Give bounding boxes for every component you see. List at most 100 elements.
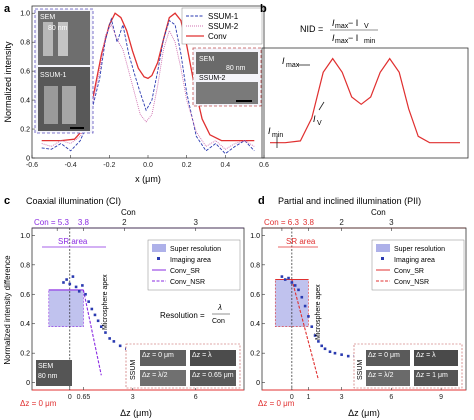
ssum1-stripe	[62, 86, 76, 124]
panel-a-xticks: -0.6 -0.4 -0.2 0.0 0.2 0.4 0.6	[26, 155, 269, 169]
strip-d-image-2	[414, 350, 458, 366]
panel-c-yticks: 0 0.2 0.4 0.6 0.8 1.0	[20, 233, 35, 387]
legend-conv: Conv	[208, 32, 227, 41]
nid-num-mid: − I	[348, 18, 358, 28]
legend-conv-sr: Conv_SR	[170, 268, 200, 275]
iv-arrow	[318, 101, 325, 111]
c-sr-region	[48, 289, 84, 327]
c-conv-nsr	[82, 289, 102, 376]
d-data-point	[320, 344, 324, 348]
panel-c: Con = 5.3 3.8 2 3 Δz = 0 μm 0 0.65 3 6 0 0.2 0.…	[3, 218, 245, 418]
panel-a-ytick-label: 0.6	[20, 69, 30, 76]
strip-d-label-4: Δz = 1 μm	[416, 372, 448, 379]
panel-a-xtick-label: 0.6	[259, 162, 269, 169]
panel-d-yticks: 0 0.2 0.4 0.6 0.8 1.0	[250, 233, 265, 387]
iv-sub: V	[317, 120, 322, 127]
c-top-tick-label: 2	[122, 218, 127, 227]
panel-d-top-prefix: Con = 6.3	[264, 218, 299, 227]
c-xtick-label: 3	[131, 394, 135, 401]
d-data-point	[346, 354, 350, 358]
c-data-point	[77, 290, 81, 293]
c-ytick-label: 0.6	[20, 292, 30, 299]
d-ytick-label: 0.2	[250, 351, 260, 358]
legend-super-resolution: Super resolution	[170, 246, 221, 253]
sem-stripe	[58, 22, 68, 56]
strip-label-3: Δz = λ/2	[142, 372, 168, 379]
panel-b-frame	[261, 47, 469, 159]
scale-bar-2	[236, 100, 252, 102]
imax-sub: max	[286, 62, 300, 69]
ssum1-label: SSUM-1	[40, 72, 67, 79]
legend-d-imaging-area-swatch	[381, 257, 384, 260]
d-xtick-label: 1	[306, 394, 310, 401]
panel-c-sr-area: SR area	[58, 237, 88, 246]
d-xtick-label: 6	[389, 394, 393, 401]
d-data-point	[307, 315, 310, 318]
resolution-num: λ	[217, 303, 222, 312]
panel-d-label: d	[258, 195, 265, 207]
panel-a-xtick-label: 0.2	[182, 162, 192, 169]
nid-den-i1: I	[332, 33, 335, 43]
panel-d-top-axis-label: Con	[371, 208, 386, 217]
c-xtick-label: 0	[68, 394, 72, 401]
legend-d-conv-nsr: Conv_NSR	[394, 279, 429, 286]
panel-a-ytick-label: 0	[26, 156, 30, 163]
c-ytick-label: 0	[26, 380, 30, 387]
panel-a-label: a	[4, 3, 11, 15]
nid-den-mid: − I	[348, 33, 358, 43]
sem-inset-left: SEM 80 nm SSUM-1	[34, 8, 94, 134]
d-data-point	[317, 340, 320, 343]
strip-d-image-4	[414, 370, 458, 386]
sem-inset-right: SEM 80 nm SSUM-2	[192, 47, 262, 107]
panel-c-top-ticks: 3.8 2 3	[56, 218, 198, 231]
panel-c-label: c	[4, 195, 10, 207]
legend-d-super-resolution-swatch	[376, 244, 390, 252]
c-ytick-label: 0.8	[20, 262, 30, 269]
d-conv-nsr	[291, 279, 319, 380]
d-data-point	[328, 350, 332, 354]
c-data-point	[118, 344, 122, 348]
panel-d-apex-label: Microsphere apex	[315, 284, 322, 340]
c-ytick-label: 0.4	[20, 321, 30, 328]
d-data-point	[333, 351, 337, 355]
panel-a-xlabel: x (μm)	[135, 174, 161, 184]
strip-image-3	[140, 370, 186, 386]
c-data-point	[74, 285, 78, 289]
panel-c-top-prefix: Con = 5.3	[34, 218, 69, 227]
panel-d-xticks: 0 1 3 6 9	[290, 387, 443, 401]
panel-c-ssum-label: SSUM	[130, 360, 137, 380]
panel-c-apex-label: Microsphere apex	[102, 274, 109, 330]
panel-d-plot	[274, 228, 443, 390]
d-data-point	[310, 325, 314, 328]
resolution-label: Resolution =	[160, 311, 205, 320]
panel-c-xlabel: Δz (μm)	[120, 408, 152, 418]
nid-lhs: NID =	[300, 24, 323, 34]
panel-a: -0.6 -0.4 -0.2 0.0 0.2 0.4 0.6 0 0.2 0.4 0.6 0.8 1.…	[3, 5, 269, 184]
strip-label-1: Δz = 0 μm	[142, 352, 174, 359]
panel-b-plot	[270, 57, 460, 144]
d-data-point	[300, 295, 304, 299]
c-data-point	[112, 340, 116, 343]
d-data-point	[283, 278, 287, 281]
sem2-image	[196, 52, 258, 74]
ssum1-stripe	[44, 86, 58, 124]
panel-a-legend: SSUM-1 SSUM-2 Conv	[181, 7, 263, 45]
imin-sub: min	[272, 132, 283, 139]
d-top-tick-label: 2	[339, 218, 344, 227]
ssum2-label: SSUM-2	[199, 75, 226, 82]
strip-d-label-3: Δz = λ/2	[368, 372, 394, 379]
c-data-point	[68, 282, 72, 286]
c-data-point	[71, 275, 75, 278]
d-ytick-label: 0.6	[250, 292, 260, 299]
ssum2-image	[196, 82, 258, 104]
nid-num-v: V	[364, 23, 369, 30]
strip-d-image-3	[366, 370, 410, 386]
panel-c-ssum-strips: Δz = 0 μm Δz = λ Δz = λ/2 Δz = 0.65 μm S…	[125, 343, 241, 389]
legend-d-imaging-area: Imaging area	[394, 257, 435, 264]
panel-c-xticks: 0 0.65 3 6	[68, 387, 198, 401]
panel-c-plot	[48, 228, 229, 390]
c-data-point	[90, 307, 94, 311]
nid-formula: NID = I max − I V I max − I min	[300, 18, 378, 45]
nid-num-i1: I	[332, 18, 335, 28]
